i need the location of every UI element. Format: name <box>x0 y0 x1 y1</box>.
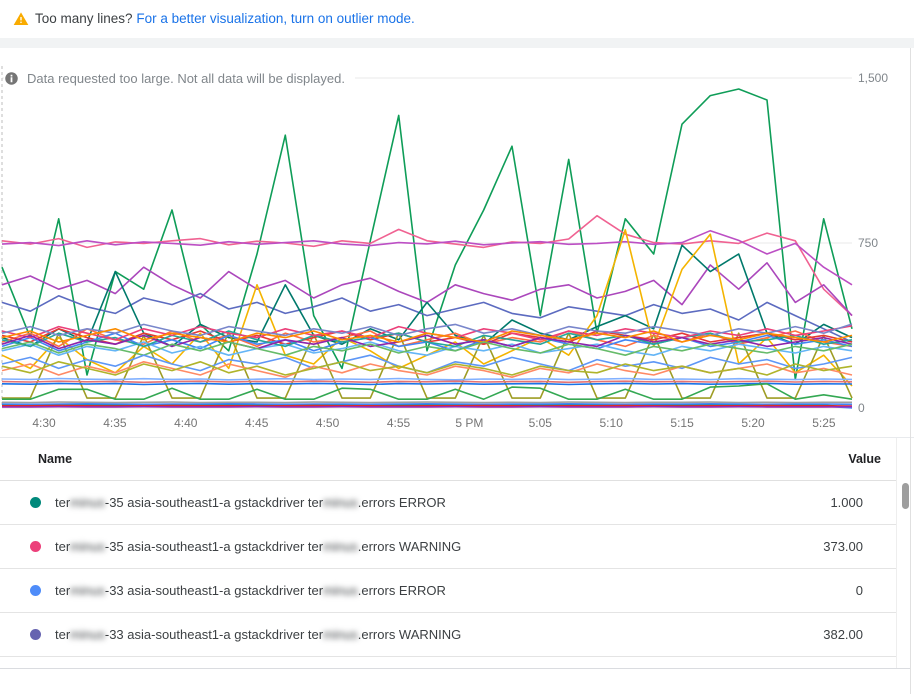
chart-line <box>1 330 853 348</box>
legend-table: Name Value terminus-35 asia-southeast1-a… <box>0 438 914 657</box>
table-scrollbar-thumb[interactable] <box>902 483 909 509</box>
table-right-border <box>896 438 897 668</box>
chart-line <box>1 402 853 406</box>
series-name: terminus-33 asia-southeast1-a gstackdriv… <box>55 583 446 598</box>
x-tick-label: 4:55 <box>386 416 411 430</box>
banner-question: Too many lines? <box>35 11 133 26</box>
redacted-text: minus <box>323 627 358 642</box>
chart-line <box>1 382 853 386</box>
chart-line <box>1 341 853 357</box>
x-tick-label: 5:20 <box>741 416 765 430</box>
chart-line <box>1 377 853 381</box>
chart-line <box>1 327 853 343</box>
series-name: terminus-35 asia-southeast1-a gstackdriv… <box>55 539 462 554</box>
series-color-dot <box>30 629 41 640</box>
series-color-dot <box>30 497 41 508</box>
series-value: 382.00 <box>823 627 863 642</box>
table-row[interactable]: terminus-33 asia-southeast1-a gstackdriv… <box>0 613 896 657</box>
warning-icon <box>13 12 29 25</box>
series-color-dot <box>30 585 41 596</box>
x-tick-label: 4:45 <box>245 416 269 430</box>
info-icon <box>5 72 18 85</box>
chart-line <box>1 380 853 384</box>
series-value: 0 <box>855 583 863 598</box>
series-name: terminus-33 asia-southeast1-a gstackdriv… <box>55 627 462 642</box>
table-end-divider <box>0 668 910 669</box>
x-tick-label: 4:30 <box>32 416 56 430</box>
y-tick-750: 750 <box>858 236 879 250</box>
outlier-mode-link[interactable]: For a better visualization, turn on outl… <box>136 11 415 26</box>
redacted-text: minus <box>70 583 105 598</box>
table-row[interactable]: terminus-35 asia-southeast1-a gstackdriv… <box>0 481 896 525</box>
legend-table-header: Name Value <box>0 438 914 481</box>
x-tick-label: 5:05 <box>528 416 552 430</box>
redacted-text: minus <box>323 583 358 598</box>
x-tick-label: 5:25 <box>812 416 836 430</box>
redacted-text: minus <box>70 495 105 510</box>
table-row[interactable]: terminus-33 asia-southeast1-a gstackdriv… <box>0 569 896 613</box>
notice-text: Data requested too large. Not all data w… <box>27 71 345 86</box>
y-tick-1500: 1,500 <box>858 71 889 85</box>
header-divider <box>0 480 896 481</box>
column-header-value: Value <box>848 452 881 466</box>
redacted-text: minus <box>70 627 105 642</box>
chart-line <box>1 292 853 343</box>
data-too-large-notice: Data requested too large. Not all data w… <box>4 71 355 86</box>
x-tick-label: 5:15 <box>670 416 694 430</box>
redacted-text: minus <box>323 495 358 510</box>
series-color-dot <box>30 541 41 552</box>
x-tick-label: 5 PM <box>455 416 484 430</box>
chart-svg[interactable] <box>0 48 914 437</box>
series-value: 1.000 <box>830 495 863 510</box>
table-row[interactable]: terminus-35 asia-southeast1-a gstackdriv… <box>0 525 896 569</box>
chart-table-divider <box>0 437 914 438</box>
column-header-name: Name <box>38 452 73 466</box>
too-many-lines-banner: Too many lines? For a better visualizati… <box>0 0 914 38</box>
series-value: 373.00 <box>823 539 863 554</box>
chart-line <box>1 88 853 381</box>
chart-line <box>2 382 853 401</box>
chart-line <box>1 214 853 317</box>
redacted-text: minus <box>70 539 105 554</box>
x-tick-label: 5:10 <box>599 416 623 430</box>
x-tick-label: 4:40 <box>174 416 198 430</box>
y-tick-0: 0 <box>858 401 865 415</box>
x-tick-label: 4:35 <box>103 416 127 430</box>
redacted-text: minus <box>323 539 358 554</box>
x-tick-label: 4:50 <box>315 416 340 430</box>
chart-line <box>1 262 853 317</box>
chart-line <box>1 229 853 286</box>
section-divider-strip <box>0 38 914 48</box>
panel-right-border <box>910 48 911 694</box>
chart-line <box>1 229 853 387</box>
chart-line <box>1 360 853 376</box>
series-name: terminus-35 asia-southeast1-a gstackdriv… <box>55 495 446 510</box>
